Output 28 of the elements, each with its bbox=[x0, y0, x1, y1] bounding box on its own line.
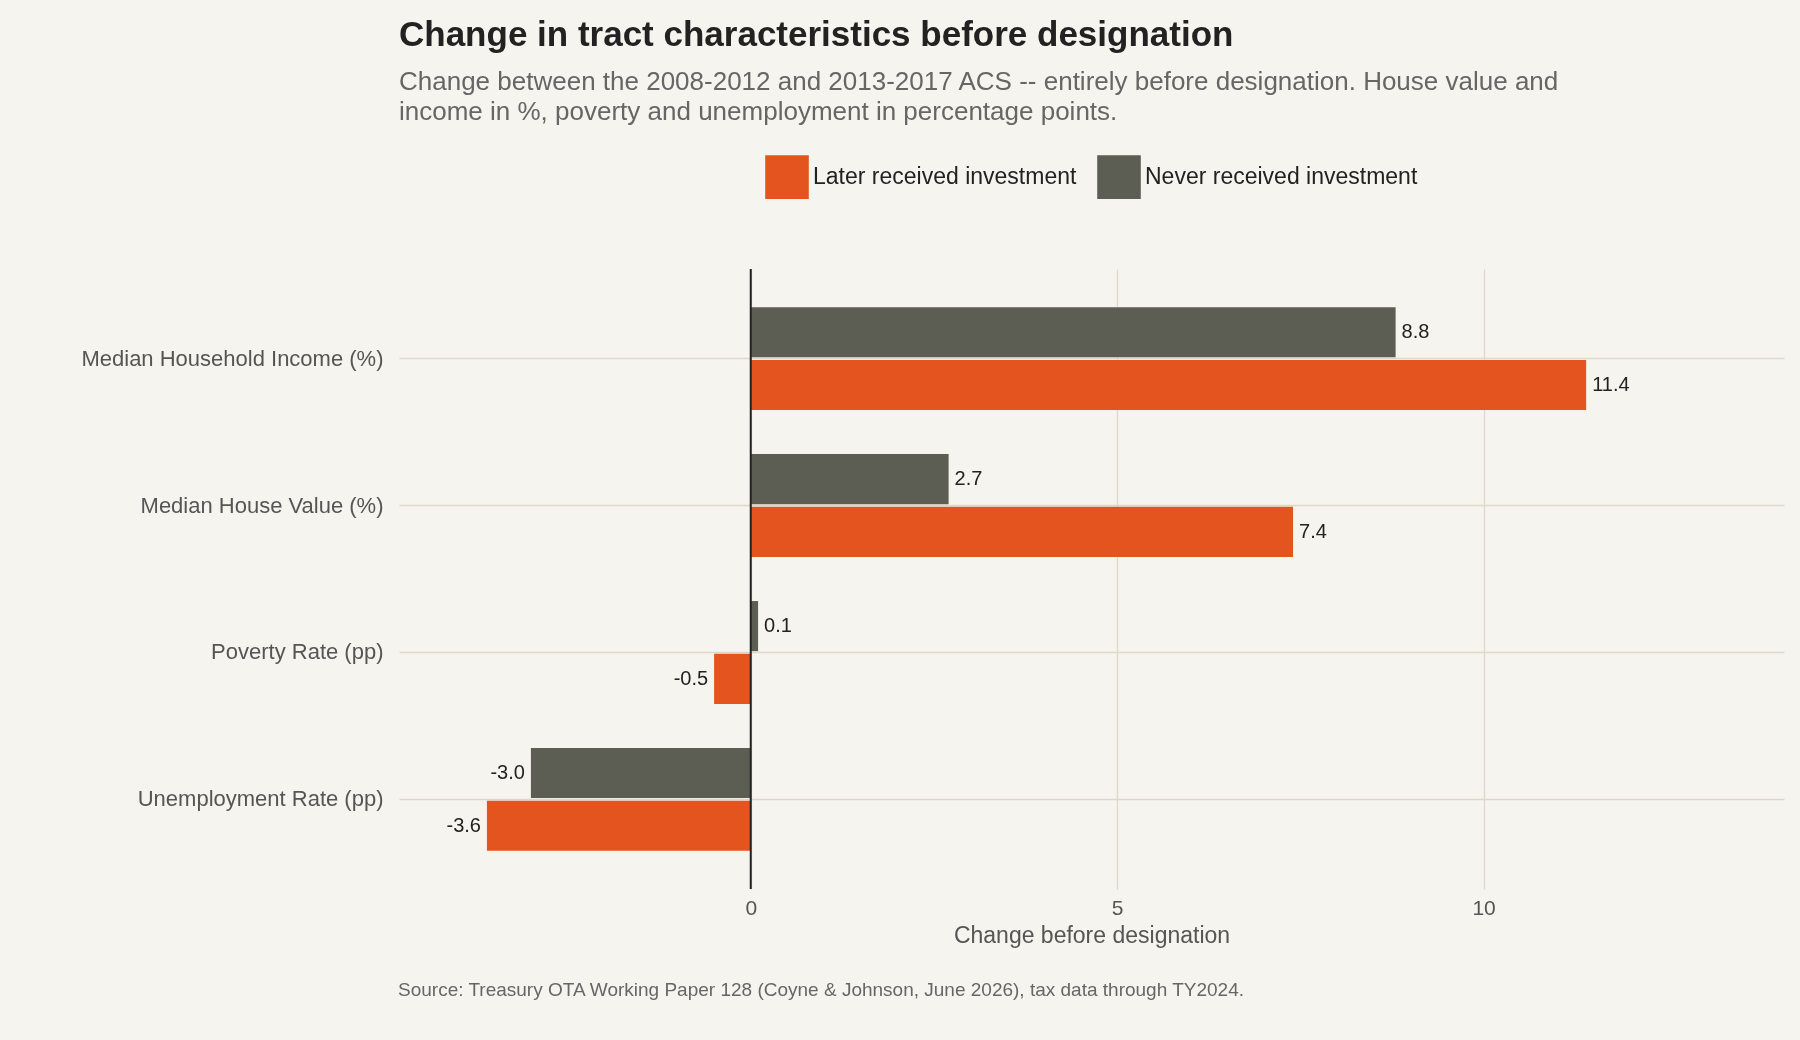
bar bbox=[530, 747, 751, 799]
x-axis-title: Change before designation bbox=[953, 921, 1231, 948]
bar bbox=[714, 653, 751, 704]
bar bbox=[750, 454, 949, 505]
bar bbox=[750, 359, 1587, 411]
x-tick-label: 10 bbox=[1472, 895, 1496, 919]
legend-label: Never received investment bbox=[1145, 163, 1418, 190]
bar bbox=[750, 307, 1396, 358]
source-note: Source: Treasury OTA Working Paper 128 (Coyne & Johnson, June 2026), tax data through TY2024. bbox=[398, 979, 1245, 1001]
bar bbox=[750, 506, 1294, 557]
chart-subtitle: Change between the 2008-2012 and 2013-2017 ACS -- entirely before designation. House value and income in %, poverty and unemployment in percentage points. bbox=[399, 66, 1559, 126]
y-tick-label: Median Household Income (%) bbox=[81, 345, 384, 371]
bar bbox=[486, 800, 751, 851]
data-label: 8.8 bbox=[1401, 320, 1430, 343]
data-label: 7.4 bbox=[1299, 519, 1327, 542]
y-tick-label: Median House Value (%) bbox=[140, 492, 384, 518]
y-tick-label: Poverty Rate (pp) bbox=[211, 639, 384, 665]
data-label: -3.0 bbox=[490, 761, 525, 784]
data-label: -0.5 bbox=[673, 666, 709, 689]
x-tick-label: 0 bbox=[745, 895, 758, 919]
legend-label: Later received investment bbox=[813, 163, 1077, 190]
data-label: -3.6 bbox=[446, 813, 481, 836]
y-tick-label: Unemployment Rate (pp) bbox=[137, 786, 384, 812]
data-label: 0.1 bbox=[764, 614, 792, 637]
chart-title: Change in tract characteristics before designation bbox=[399, 14, 1234, 53]
x-tick-label: 5 bbox=[1111, 895, 1124, 919]
data-label: 2.7 bbox=[954, 467, 983, 490]
data-label: 11.4 bbox=[1592, 372, 1630, 395]
